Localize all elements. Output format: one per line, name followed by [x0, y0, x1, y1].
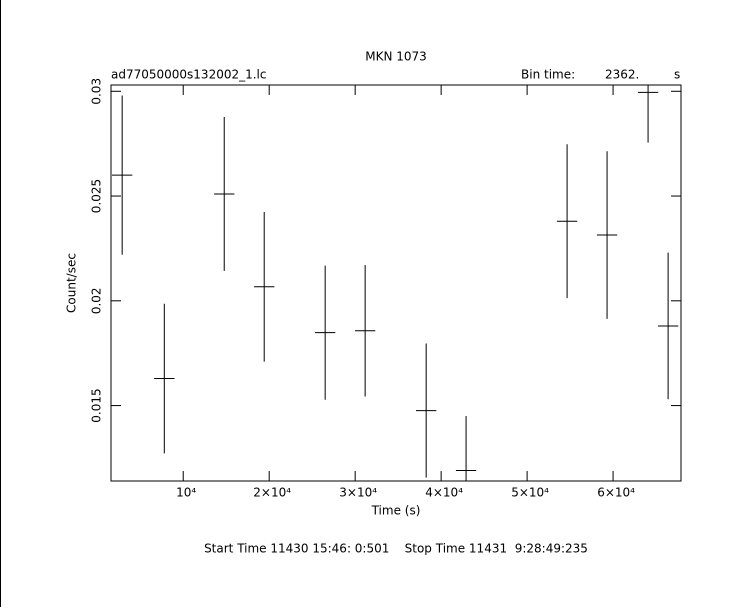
footer: Start Time 11430 15:46: 0:501 Stop Time … [204, 542, 588, 556]
x-tick-label: 2×10⁴ [253, 486, 291, 500]
bin-value: 2362. [605, 68, 639, 82]
plot-frame [110, 84, 682, 482]
x-tick-label: 5×10⁴ [511, 486, 549, 500]
file-label: ad77050000s132002_1.lc [111, 68, 267, 82]
y-tick-label: 0.015 [90, 388, 104, 422]
bin-unit: s [674, 68, 680, 82]
bin-label: Bin time: [521, 68, 575, 82]
x-tick-label: 6×10⁴ [597, 486, 635, 500]
x-tick-label: 4×10⁴ [425, 486, 463, 500]
x-axis-label: Time (s) [371, 504, 421, 518]
plot-area [112, 85, 679, 481]
y-axis-label: Count/sec [65, 253, 79, 313]
x-tick-label: 3×10⁴ [339, 486, 377, 500]
chart-title: MKN 1073 [365, 50, 427, 64]
y-tick-label: 0.025 [90, 179, 104, 213]
y-tick-label: 0.02 [90, 287, 104, 314]
x-tick-label: 10⁴ [176, 486, 196, 500]
y-tick-label: 0.03 [90, 78, 104, 105]
